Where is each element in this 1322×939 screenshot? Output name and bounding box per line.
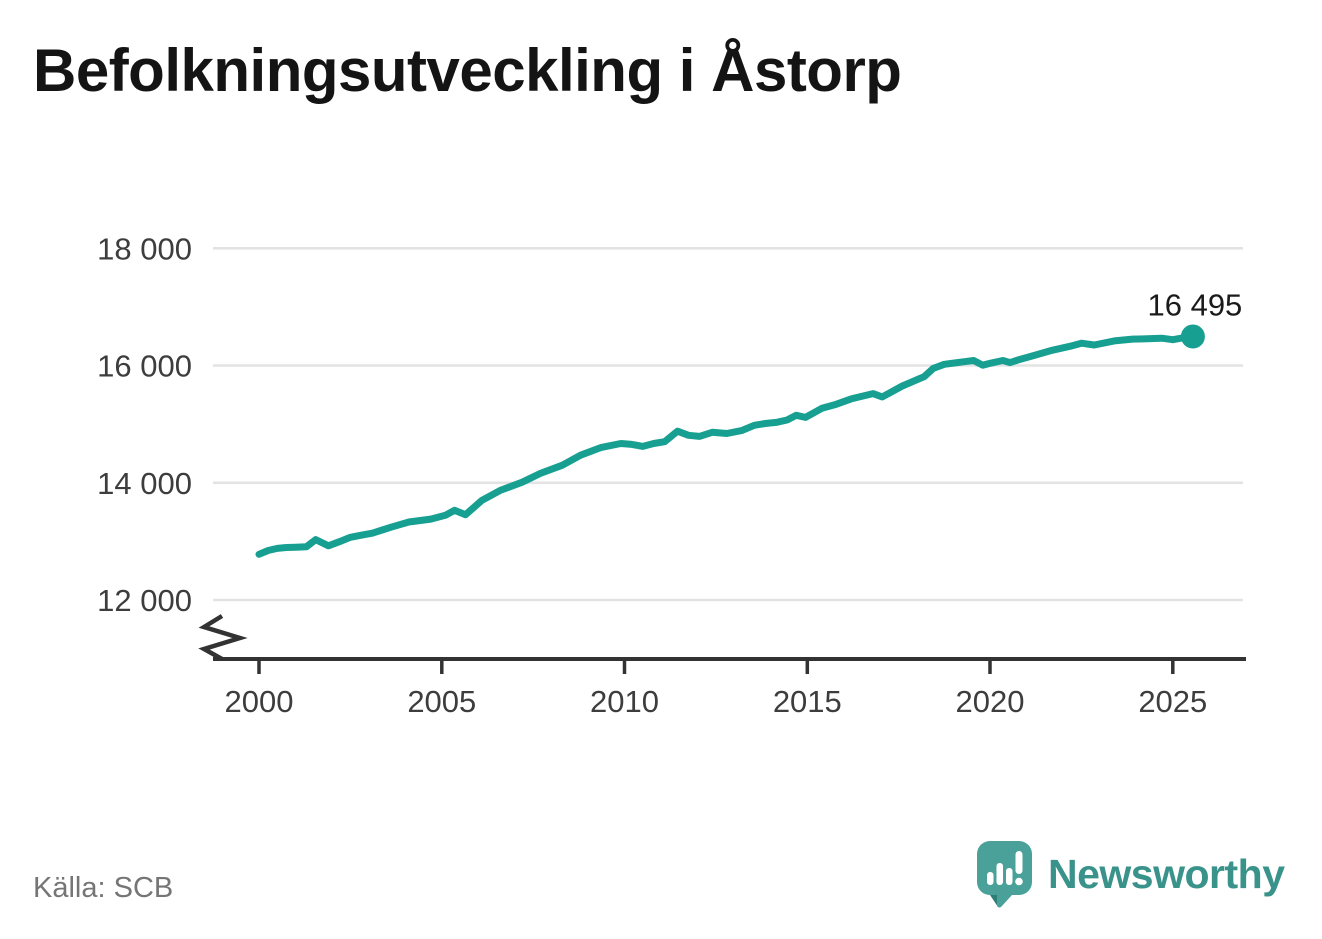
x-axis-tick-label: 2000 xyxy=(225,684,294,719)
source-note: Källa: SCB xyxy=(33,872,174,904)
y-axis-tick-label: 18 000 xyxy=(97,231,192,266)
x-axis-tick-label: 2010 xyxy=(590,684,659,719)
x-axis-tick-label: 2005 xyxy=(407,684,476,719)
brand-logo: Newsworthy xyxy=(976,838,1285,910)
y-axis-tick-label: 12 000 xyxy=(97,583,192,618)
x-axis-tick-label: 2015 xyxy=(773,684,842,719)
logo-exclamation-dot xyxy=(1015,877,1023,886)
logo-bubble-tail-shade xyxy=(990,895,997,906)
page-title: Befolkningsutveckling i Åstorp xyxy=(33,37,902,104)
logo-bar-1 xyxy=(987,872,994,885)
logo-exclamation-bar xyxy=(1015,851,1023,874)
y-axis-tick-label: 16 000 xyxy=(97,349,192,384)
population-line xyxy=(255,333,1197,558)
end-point-marker xyxy=(1180,324,1205,349)
x-axis-tick-label: 2025 xyxy=(1138,684,1207,719)
y-axis-break-icon xyxy=(198,614,248,661)
logo-bubble-shape xyxy=(977,841,1032,908)
x-axis-tick-label: 2020 xyxy=(956,684,1025,719)
y-axis-tick-label: 14 000 xyxy=(97,466,192,501)
logo-bar-3 xyxy=(1006,868,1013,885)
end-value-label: 16 495 xyxy=(1147,288,1242,323)
newsworthy-logo-icon xyxy=(977,841,1032,908)
logo-bar-2 xyxy=(996,863,1003,885)
brand-name: Newsworthy xyxy=(1048,850,1285,897)
